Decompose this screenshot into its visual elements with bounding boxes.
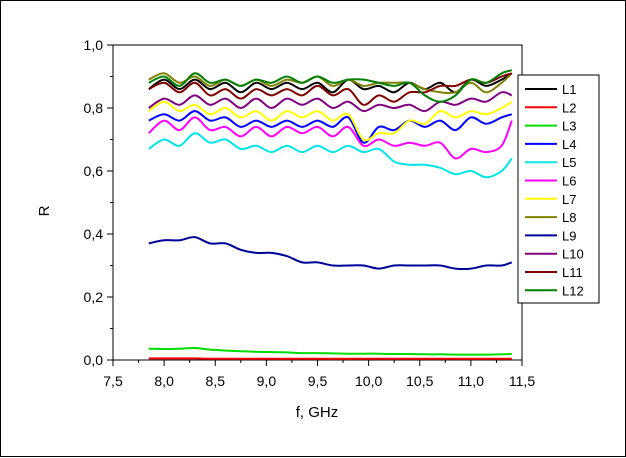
- x-tick-label: 8,0: [154, 373, 174, 389]
- y-tick-label: 0,4: [84, 226, 104, 242]
- plot-area: [113, 45, 522, 360]
- legend: L1 L2 L3 L4 L5 L6 L7 L8 L9 L10 L11 L12: [518, 75, 599, 303]
- legend-label: L5: [562, 155, 576, 170]
- legend-label: L11: [562, 265, 583, 280]
- y-axis: 0,0 0,2 0,4 0,6 0,8 1,0: [84, 37, 113, 368]
- series-line-l9: [149, 237, 512, 269]
- x-tick-label: 10,0: [355, 373, 382, 389]
- x-axis-title: f, GHz: [296, 404, 339, 421]
- x-tick-label: 11,5: [509, 373, 535, 389]
- series-lines: [149, 70, 512, 359]
- legend-label: L4: [562, 137, 576, 152]
- x-tick-label: 9,0: [257, 373, 277, 389]
- legend-label: L2: [562, 100, 576, 115]
- series-line-l5: [149, 133, 512, 177]
- legend-label: L9: [562, 228, 576, 243]
- x-tick-label: 7,5: [103, 373, 123, 389]
- x-axis: 7,5 8,0 8,5 9,0 9,5 10,0 10,5 11,0 11,5: [103, 360, 535, 389]
- x-tick-label: 10,5: [406, 373, 433, 389]
- x-tick-label: 9,5: [308, 373, 328, 389]
- legend-label: L10: [562, 247, 584, 262]
- y-tick-label: 1,0: [84, 37, 104, 53]
- legend-box: [518, 75, 599, 303]
- x-tick-label: 11,0: [458, 373, 484, 389]
- x-tick-label: 8,5: [206, 373, 226, 389]
- y-tick-label: 0,2: [84, 289, 104, 305]
- y-tick-label: 0,0: [84, 352, 104, 368]
- legend-label: L8: [562, 210, 576, 225]
- series-line-l3: [149, 348, 512, 355]
- y-axis-title: R: [36, 205, 53, 216]
- y-tick-label: 0,8: [84, 100, 104, 116]
- legend-label: L7: [562, 192, 576, 207]
- legend-label: L1: [562, 82, 576, 97]
- y-tick-label: 0,6: [84, 163, 104, 179]
- legend-label: L12: [562, 283, 584, 298]
- legend-label: L6: [562, 174, 576, 189]
- legend-label: L3: [562, 119, 576, 134]
